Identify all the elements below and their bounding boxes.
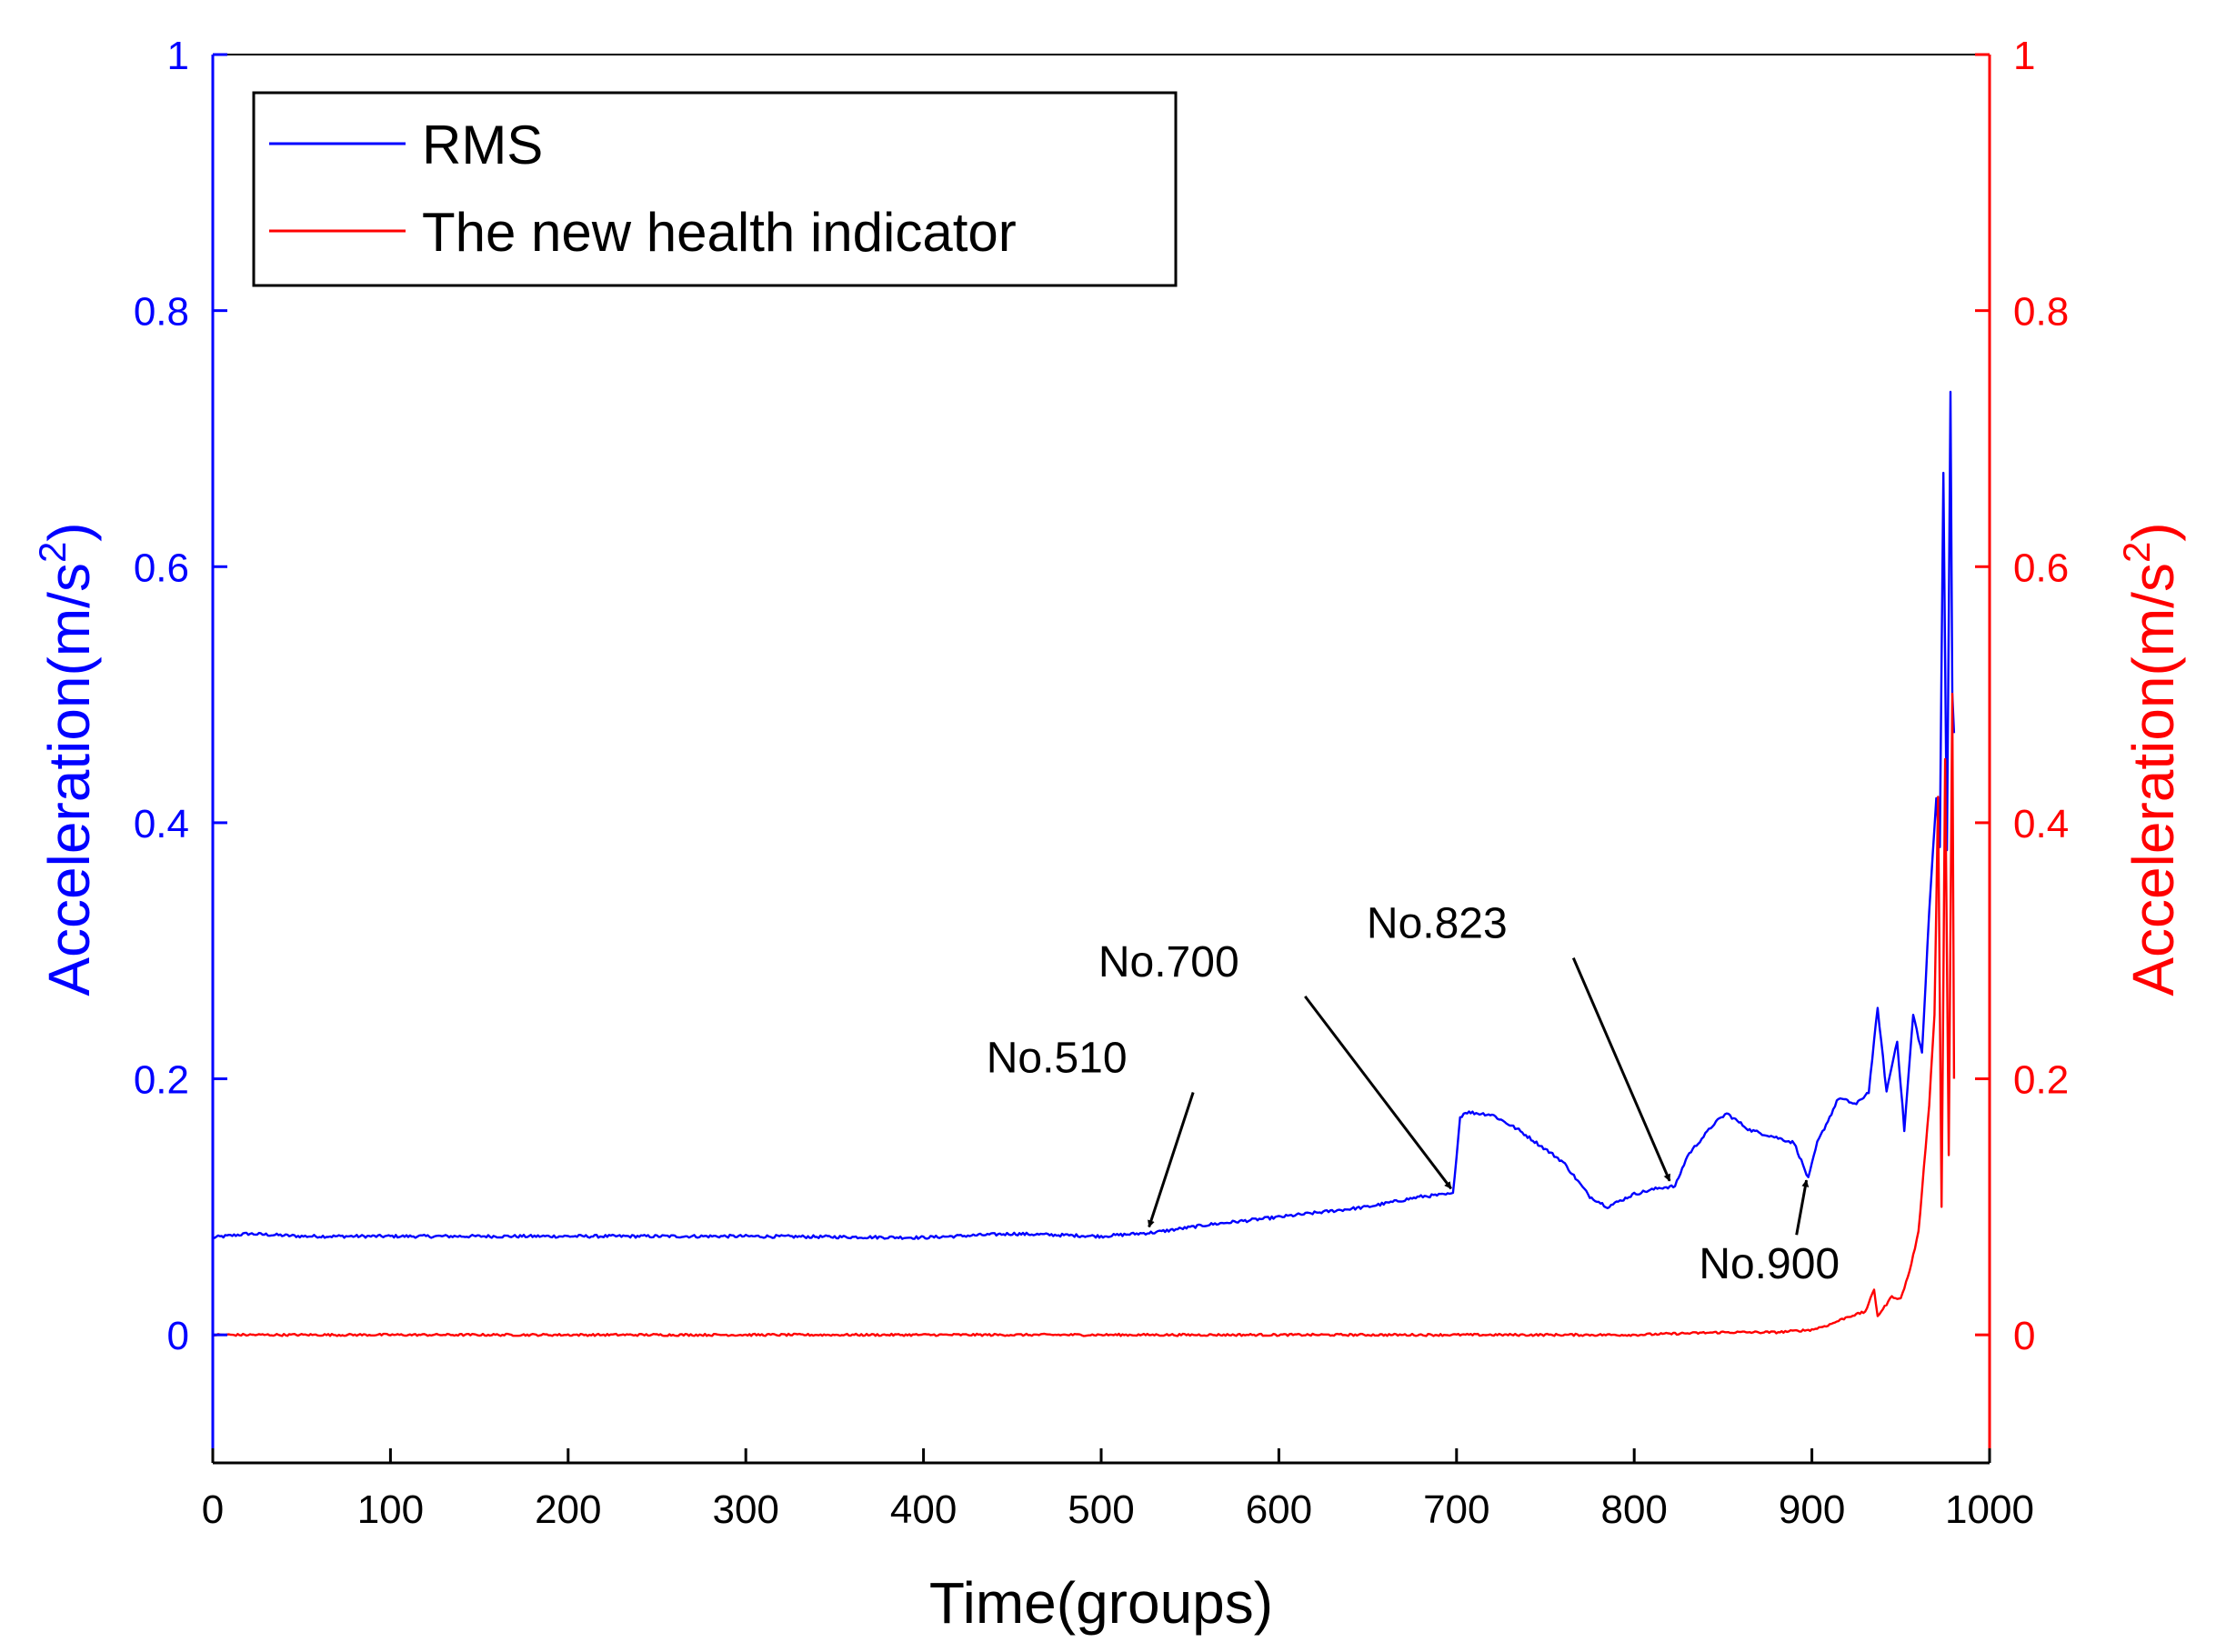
y-left-tick-label: 0.4	[134, 802, 189, 846]
annotation-label: No.700	[1098, 938, 1239, 986]
x-tick-label: 1000	[1945, 1487, 2034, 1532]
x-tick-label: 0	[202, 1487, 224, 1532]
legend-box	[252, 91, 1178, 287]
y-left-tick-label: 0.6	[134, 546, 189, 590]
annotation-label: No.510	[987, 1035, 1128, 1083]
legend: RMS The new health indicator	[252, 91, 1178, 287]
series-line-rms	[212, 390, 1956, 1240]
x-tick-label: 600	[1246, 1487, 1312, 1532]
y-right-tick-label: 0.8	[2013, 290, 2069, 335]
y-axis-left-label: Acceleration(m/s2)	[31, 522, 102, 996]
legend-label-hi: The new health indicator	[422, 202, 1017, 263]
annotation-arrow	[1148, 1092, 1195, 1228]
y-right-tick-label: 1	[2013, 34, 2035, 78]
legend-label-rms: RMS	[422, 115, 543, 175]
x-axis-label: Time(groups)	[929, 1570, 1273, 1636]
y-left-label-sup: 2	[31, 542, 74, 563]
y-left-tick-label: 1	[167, 34, 189, 78]
y-left-tick-label: 0.2	[134, 1058, 189, 1103]
x-tick-label: 200	[535, 1487, 601, 1532]
y-left-label-main: Acceleration(m/s	[36, 563, 102, 996]
annotation-label: No.900	[1699, 1240, 1840, 1288]
annotation-label: No.823	[1367, 900, 1508, 948]
x-tick-label: 100	[357, 1487, 424, 1532]
y-right-label-close: )	[2121, 522, 2186, 541]
x-tick-label: 300	[712, 1487, 778, 1532]
y-right-tick-label: 0.4	[2013, 802, 2069, 846]
y-right-tick-label: 0	[2013, 1314, 2035, 1358]
x-tick-label: 400	[890, 1487, 957, 1532]
annotations: No.510 No.700 No.823 No.900	[987, 900, 1840, 1289]
annotation-arrow	[1571, 957, 1671, 1182]
annotation-arrow	[1795, 1179, 1810, 1236]
y-right-label-main: Acceleration(m/s	[2121, 563, 2186, 996]
y-right-tick-label: 0.6	[2013, 546, 2069, 590]
series-line-health-indicator	[212, 692, 1956, 1337]
y-axis-right-label: Acceleration(m/s2)	[2115, 522, 2186, 996]
x-tick-label: 700	[1423, 1487, 1489, 1532]
plot-lines	[212, 390, 1956, 1337]
ticks: 0 100 200 300 400 500 600 700 800 900 1000 0 0.2 0.4 0…	[134, 34, 2069, 1532]
y-left-tick-label: 0.8	[134, 290, 189, 335]
x-tick-label: 900	[1779, 1487, 1845, 1532]
annotation-arrow	[1304, 995, 1452, 1190]
x-tick-label: 800	[1600, 1487, 1667, 1532]
x-tick-label: 500	[1068, 1487, 1134, 1532]
y-right-tick-label: 0.2	[2013, 1058, 2069, 1103]
y-right-label-sup: 2	[2115, 542, 2158, 563]
y-left-label-close: )	[36, 522, 102, 541]
y-left-tick-label: 0	[167, 1314, 189, 1358]
